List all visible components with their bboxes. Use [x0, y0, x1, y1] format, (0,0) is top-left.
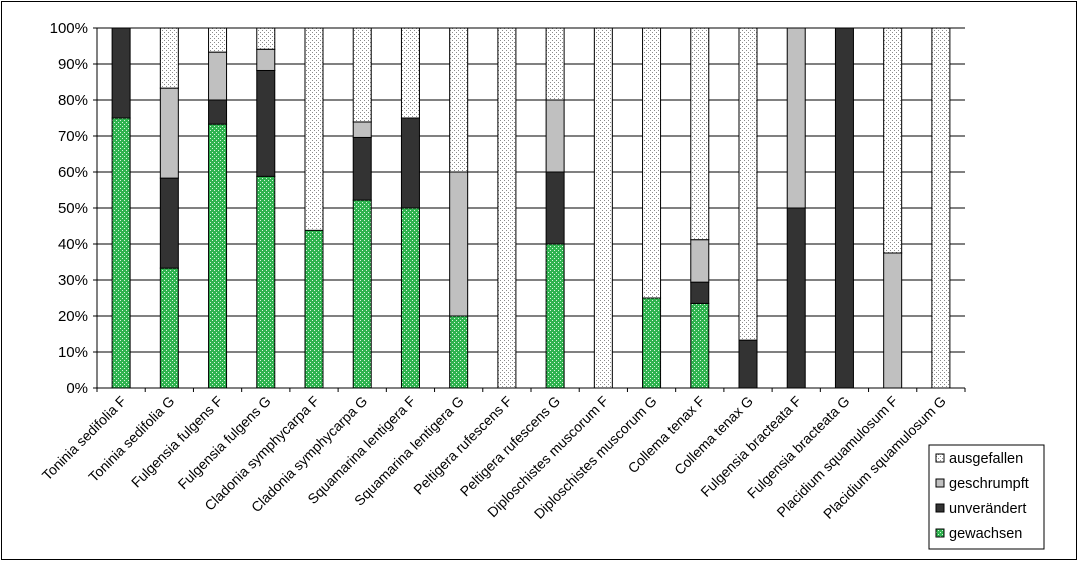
- bar-segment-unverandert: [834, 27, 854, 389]
- bar-segment-gewachsen: [208, 123, 228, 389]
- bar-segment-unverandert: [111, 27, 131, 119]
- bar-segment-ausgefallen: [690, 27, 710, 241]
- bar-group-collema-tenax-f: [690, 27, 710, 389]
- bar-group-fulgensia-bracteata-f: [786, 27, 806, 389]
- y-tick-label: 50%: [58, 200, 88, 217]
- y-tick-label: 100%: [50, 20, 88, 37]
- y-tick-label: 90%: [58, 56, 88, 73]
- y-tick-label: 0%: [66, 380, 88, 397]
- y-tick-label: 70%: [58, 128, 88, 145]
- bar-group-toninia-sedifolia-g: [159, 27, 179, 389]
- bar-segment-gewachsen: [111, 117, 131, 389]
- legend-label-gewachsen: gewachsen: [949, 526, 1022, 542]
- bar-segment-unverandert: [738, 339, 758, 389]
- bar-segment-unverandert: [159, 177, 179, 269]
- bar-segment-gewachsen: [159, 267, 179, 389]
- x-category-label: Fulgensia fulgens G: [175, 393, 274, 492]
- y-tick-label: 80%: [58, 92, 88, 109]
- x-category-label: Toninia sedifolia G: [85, 393, 177, 485]
- bar-segment-geschrumpft: [449, 171, 469, 317]
- y-tick-label: 30%: [58, 272, 88, 289]
- bar-segment-gewachsen: [449, 315, 469, 389]
- bar-segment-geschrumpft: [256, 48, 276, 71]
- bar-group-cladonia-symphycarpa-f: [304, 27, 324, 389]
- bar-segment-ausgefallen: [642, 27, 662, 299]
- bar-segment-geschrumpft: [786, 27, 806, 209]
- bar-segment-ausgefallen: [497, 27, 517, 389]
- bar-group-squamarina-lentigera-f: [400, 27, 420, 389]
- bar-segment-ausgefallen: [208, 27, 228, 53]
- bar-segment-unverandert: [352, 136, 372, 201]
- bar-segment-ausgefallen: [352, 27, 372, 123]
- bar-group-fulgensia-bracteata-g: [834, 27, 854, 389]
- bar-segment-geschrumpft: [545, 99, 565, 173]
- y-axis-tick-labels: 0% 10% 20% 30% 40% 50% 60% 70% 80% 90% 100%: [50, 20, 88, 397]
- bar-segment-geschrumpft: [352, 121, 372, 138]
- bar-segment-gewachsen: [256, 175, 276, 389]
- legend-box: [928, 444, 1045, 550]
- bar-segment-gewachsen: [304, 229, 324, 389]
- bar-segment-gewachsen: [352, 199, 372, 389]
- axes: [96, 28, 966, 392]
- bar-segment-geschrumpft: [690, 239, 710, 283]
- bar-segment-unverandert: [545, 171, 565, 245]
- bar-segment-ausgefallen: [449, 27, 469, 173]
- bar-segment-ausgefallen: [545, 27, 565, 101]
- bar-group-peltigera-rufescens-g: [545, 27, 565, 389]
- bar-group-squamarina-lentigera-g: [449, 27, 469, 389]
- bar-segment-ausgefallen: [400, 27, 420, 119]
- x-category-label: Toninia sedifolia F: [39, 393, 130, 484]
- legend-label-ausgefallen: ausgefallen: [949, 451, 1023, 467]
- bar-segment-gewachsen: [642, 297, 662, 389]
- legend-swatch-unverandert: [935, 503, 945, 513]
- bar-segment-ausgefallen: [159, 27, 179, 89]
- bar-group-diploschistes-muscorum-g: [642, 27, 662, 389]
- legend-swatch-geschrumpft: [935, 478, 945, 488]
- bar-group-placidium-squamulosum-g: [931, 27, 951, 389]
- y-tick-label: 40%: [58, 236, 88, 253]
- legend-swatch-gewachsen: [935, 528, 945, 538]
- bar-segment-ausgefallen: [738, 27, 758, 341]
- bar-segment-ausgefallen: [593, 27, 613, 389]
- gridlines: [93, 27, 965, 389]
- bar-group-placidium-squamulosum-f: [883, 27, 903, 389]
- bar-segment-geschrumpft: [883, 252, 903, 389]
- bar-segment-unverandert: [256, 69, 276, 177]
- y-tick-label: 10%: [58, 344, 88, 361]
- bar-segment-gewachsen: [400, 207, 420, 389]
- legend-label-unverandert: unverändert: [949, 501, 1026, 517]
- bar-segment-unverandert: [400, 117, 420, 209]
- legend-swatch-ausgefallen: [935, 453, 945, 463]
- bar-group-diploschistes-muscorum-f: [593, 27, 613, 389]
- bar-segment-ausgefallen: [256, 27, 276, 50]
- bar-segment-unverandert: [786, 207, 806, 389]
- bar-segment-geschrumpft: [159, 87, 179, 179]
- bar-group-cladonia-symphycarpa-g: [352, 27, 372, 389]
- bar-segment-ausgefallen: [304, 27, 324, 231]
- y-tick-label: 20%: [58, 308, 88, 325]
- bar-group-collema-tenax-g: [738, 27, 758, 389]
- legend: ausgefallen geschrumpft unverändert gewachs…: [928, 444, 1045, 550]
- legend-label-geschrumpft: geschrumpft: [949, 476, 1029, 492]
- y-tick-label: 60%: [58, 164, 88, 181]
- bar-segment-ausgefallen: [931, 27, 951, 389]
- bar-segment-unverandert: [690, 281, 710, 304]
- bar-segment-unverandert: [208, 99, 228, 125]
- bars: [111, 27, 951, 389]
- bar-group-fulgensia-fulgens-f: [208, 27, 228, 389]
- x-category-label: Fulgensia fulgens F: [128, 393, 226, 491]
- bar-segment-gewachsen: [690, 302, 710, 389]
- bar-segment-gewachsen: [545, 243, 565, 389]
- bar-segment-ausgefallen: [883, 27, 903, 254]
- bar-group-toninia-sedifolia-f: [111, 27, 131, 389]
- bar-group-peltigera-rufescens-f: [497, 27, 517, 389]
- bar-group-fulgensia-fulgens-g: [256, 27, 276, 389]
- bar-segment-geschrumpft: [208, 51, 228, 101]
